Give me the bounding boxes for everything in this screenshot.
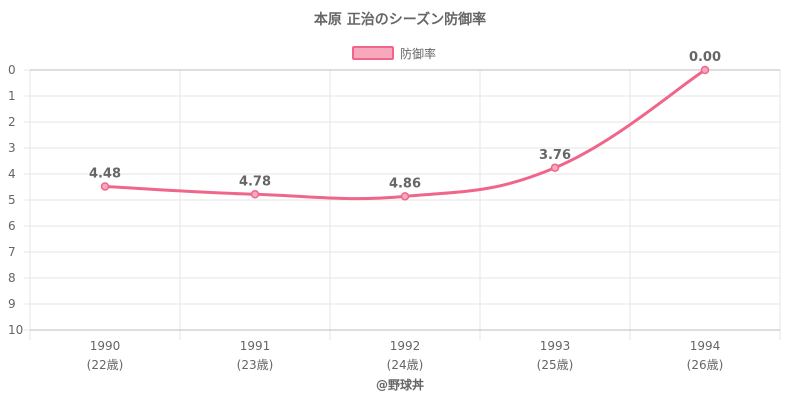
data-label: 4.78 xyxy=(239,174,271,189)
x-tick-label: 1992 xyxy=(390,339,421,353)
data-point[interactable] xyxy=(550,163,560,173)
grid xyxy=(29,69,781,340)
y-axis: 0 1 2 3 4 5 6 7 8 9 10 xyxy=(8,63,30,337)
y-tick-label: 3 xyxy=(8,141,16,155)
legend[interactable]: 防御率 xyxy=(352,46,436,61)
y-tick-label: 10 xyxy=(8,323,23,337)
y-tick-label: 2 xyxy=(8,115,16,129)
x-tick-label: 1991 xyxy=(240,339,271,353)
chart-title: 本原 正治のシーズン防御率 xyxy=(314,11,486,28)
x-tick-sublabel: (26歳) xyxy=(687,358,724,372)
x-tick-sublabel: (25歳) xyxy=(537,358,574,372)
data-label: 0.00 xyxy=(689,50,721,65)
x-tick-label: 1994 xyxy=(690,339,721,353)
y-tick-label: 4 xyxy=(8,167,16,181)
y-tick-label: 1 xyxy=(8,89,16,103)
y-tick-label: 9 xyxy=(8,297,16,311)
y-tick-label: 5 xyxy=(8,193,16,207)
data-points xyxy=(100,65,710,201)
x-tick-label: 1993 xyxy=(540,339,571,353)
data-point[interactable] xyxy=(400,192,410,201)
x-tick-sublabel: (24歳) xyxy=(387,358,424,372)
y-tick-label: 8 xyxy=(8,271,16,285)
x-tick-sublabel: (23歳) xyxy=(237,358,274,372)
data-label: 4.86 xyxy=(389,176,421,191)
legend-swatch xyxy=(352,46,394,60)
data-labels: 4.48 4.78 4.86 3.76 0.00 xyxy=(89,50,721,191)
data-point[interactable] xyxy=(100,182,110,191)
data-label: 4.48 xyxy=(89,166,121,181)
data-point[interactable] xyxy=(700,65,710,75)
y-tick-label: 6 xyxy=(8,219,16,233)
legend-label: 防御率 xyxy=(400,46,436,61)
data-point[interactable] xyxy=(250,190,260,199)
x-tick-label: 1990 xyxy=(90,339,121,353)
x-tick-sublabel: (22歳) xyxy=(87,358,124,372)
y-tick-label: 7 xyxy=(8,245,16,259)
x-axis: 1990 (22歳) 1991 (23歳) 1992 (24歳) 1993 (25歳) 1994… xyxy=(87,339,724,372)
data-label: 3.76 xyxy=(539,148,571,163)
credit-text: @野球丼 xyxy=(376,377,424,392)
y-tick-label: 0 xyxy=(8,63,16,77)
